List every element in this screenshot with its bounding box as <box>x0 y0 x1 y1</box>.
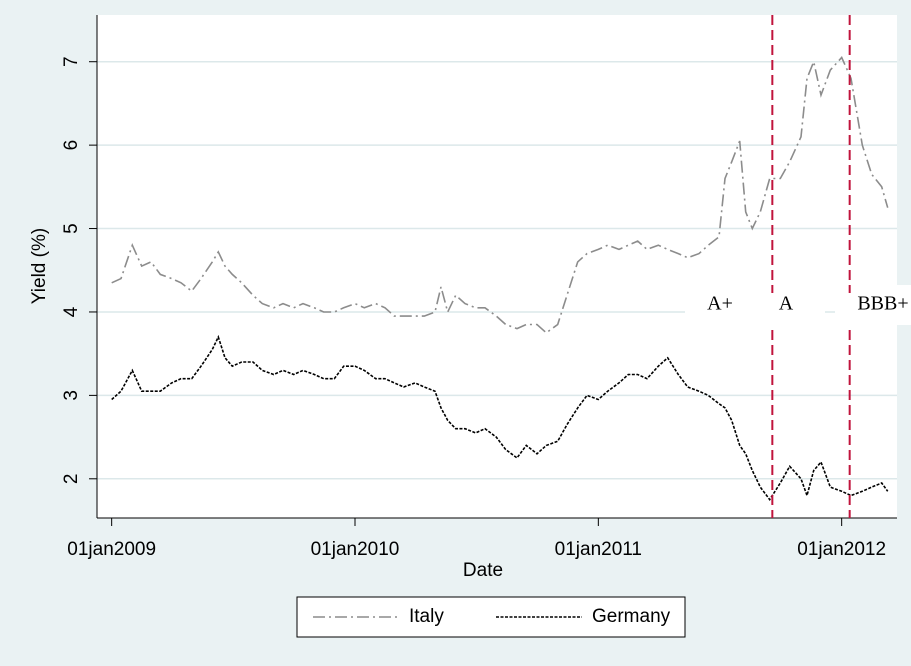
y-axis-title: Yield (%) <box>29 228 50 304</box>
legend-label: Italy <box>409 606 444 627</box>
series-line <box>111 334 889 502</box>
y-tick-label: 7 <box>61 56 82 67</box>
x-tick-label: 01jan2010 <box>311 539 400 560</box>
y-tick-label: 5 <box>61 223 82 234</box>
rating-label: A+ <box>707 293 733 315</box>
legend-label: Germany <box>592 606 671 627</box>
y-tick-label: 2 <box>61 474 82 485</box>
series-line <box>111 56 889 334</box>
x-tick-label: 01jan2009 <box>67 539 156 560</box>
y-tick-label: 4 <box>61 306 82 317</box>
y-tick-label: 6 <box>61 140 82 151</box>
y-tick-label: 3 <box>61 390 82 401</box>
rating-box <box>835 285 911 325</box>
plot-area <box>97 15 897 518</box>
rating-box <box>765 285 825 325</box>
rating-label: A <box>779 293 794 315</box>
x-tick-label: 01jan2011 <box>555 539 642 560</box>
rating-box <box>685 285 765 325</box>
rating-label: BBB+ <box>857 293 908 315</box>
x-tick-label: 01jan2012 <box>797 539 886 560</box>
x-axis-title: Date <box>463 560 503 581</box>
